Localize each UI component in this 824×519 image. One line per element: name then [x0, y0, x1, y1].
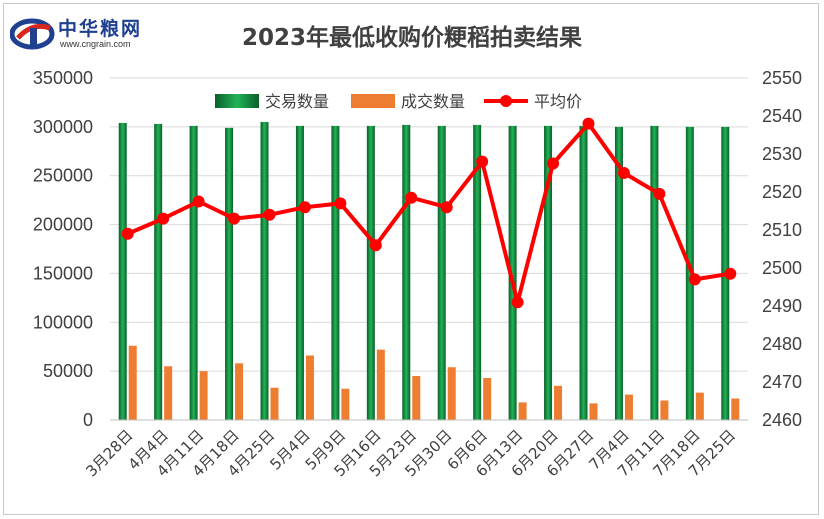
bar-volume	[650, 125, 659, 420]
logo-icon	[10, 18, 55, 50]
price-line	[126, 121, 731, 305]
price-point	[476, 155, 489, 168]
price-point	[228, 212, 241, 225]
y-right-tick-label: 2510	[762, 220, 802, 240]
price-point	[157, 212, 170, 225]
price-point	[334, 197, 347, 210]
legend-label-deal: 成交数量	[401, 92, 465, 111]
bar-volume	[154, 123, 163, 420]
price-point	[369, 239, 382, 252]
bar-volume	[508, 125, 517, 420]
bar-volume	[225, 127, 234, 420]
bar-volume	[118, 122, 127, 420]
y-right-tick-label: 2540	[762, 106, 802, 126]
bar-deal	[270, 387, 279, 420]
y-left-tick-label: 150000	[33, 263, 93, 283]
bar-volume	[260, 121, 269, 420]
bars-layer	[118, 121, 740, 420]
legend-swatch-price-marker	[500, 95, 512, 107]
price-point	[405, 191, 418, 204]
bar-deal	[731, 398, 740, 420]
chart-frame	[3, 3, 819, 515]
price-point	[192, 195, 205, 208]
bar-deal	[695, 392, 704, 420]
y-right-tick-label: 2500	[762, 258, 802, 278]
bar-deal	[483, 377, 492, 420]
bar-deal	[305, 355, 314, 420]
bar-deal	[589, 403, 598, 420]
bar-deal	[341, 388, 350, 420]
price-point	[511, 296, 524, 309]
legend-swatch-volume	[215, 94, 259, 108]
y-left-tick-label: 50000	[43, 361, 93, 381]
bar-deal	[447, 367, 456, 420]
bar-volume	[295, 125, 304, 420]
legend-label-price: 平均价	[534, 92, 582, 111]
y-right-tick-label: 2520	[762, 182, 802, 202]
bar-volume	[437, 125, 446, 420]
bar-deal	[235, 363, 244, 420]
bar-volume	[402, 124, 411, 420]
price-point	[653, 187, 666, 200]
bar-volume	[366, 125, 375, 420]
chart-title: 2023年最低收购价粳稻拍卖结果	[241, 25, 582, 51]
price-point	[617, 167, 630, 179]
y-right-tick-label: 2490	[762, 296, 802, 316]
price-point	[440, 201, 453, 214]
bar-deal	[518, 402, 527, 420]
legend: 交易数量 成交数量 平均价	[215, 92, 582, 111]
bar-deal	[199, 371, 208, 420]
y-right-tick-label: 2480	[762, 334, 802, 354]
price-point	[724, 267, 737, 280]
logo-url: www.cngrain.com	[60, 39, 131, 49]
price-point	[121, 227, 134, 240]
bar-volume	[685, 126, 694, 420]
y-left-tick-label: 100000	[33, 312, 93, 332]
x-tick-label: 3月28日	[82, 426, 136, 480]
line-layer	[121, 117, 737, 309]
legend-swatch-deal	[351, 94, 395, 108]
bar-deal	[128, 345, 137, 420]
y-left-tick-label: 300000	[33, 117, 93, 137]
price-point	[298, 201, 311, 214]
bar-deal	[164, 366, 173, 420]
price-point	[263, 208, 276, 221]
bar-volume	[189, 125, 198, 420]
bar-deal	[412, 376, 421, 420]
y-right-tick-label: 2460	[762, 410, 802, 430]
bar-volume	[579, 125, 588, 420]
logo-name: 中华粮网	[58, 18, 143, 40]
y-right-tick-label: 2470	[762, 372, 802, 392]
y-right-tick-label: 2550	[762, 68, 802, 88]
y-left-tick-label: 350000	[33, 68, 93, 88]
bar-deal	[660, 400, 669, 420]
bar-volume	[473, 124, 482, 420]
y-left-tick-label: 250000	[33, 166, 93, 186]
bar-volume	[331, 125, 340, 420]
bar-deal	[554, 385, 563, 420]
bar-deal	[376, 349, 385, 420]
y-left-tick-label: 0	[83, 410, 93, 430]
price-point	[688, 273, 701, 286]
bar-volume	[614, 126, 623, 420]
bar-deal	[624, 394, 633, 420]
y-right-tick-label: 2530	[762, 144, 802, 164]
legend-label-volume: 交易数量	[265, 92, 329, 111]
logo: 中华粮网 www.cngrain.com	[10, 14, 180, 54]
y-left-tick-label: 200000	[33, 215, 93, 235]
price-point	[547, 157, 560, 170]
bar-volume	[544, 125, 553, 420]
price-point	[582, 117, 595, 130]
